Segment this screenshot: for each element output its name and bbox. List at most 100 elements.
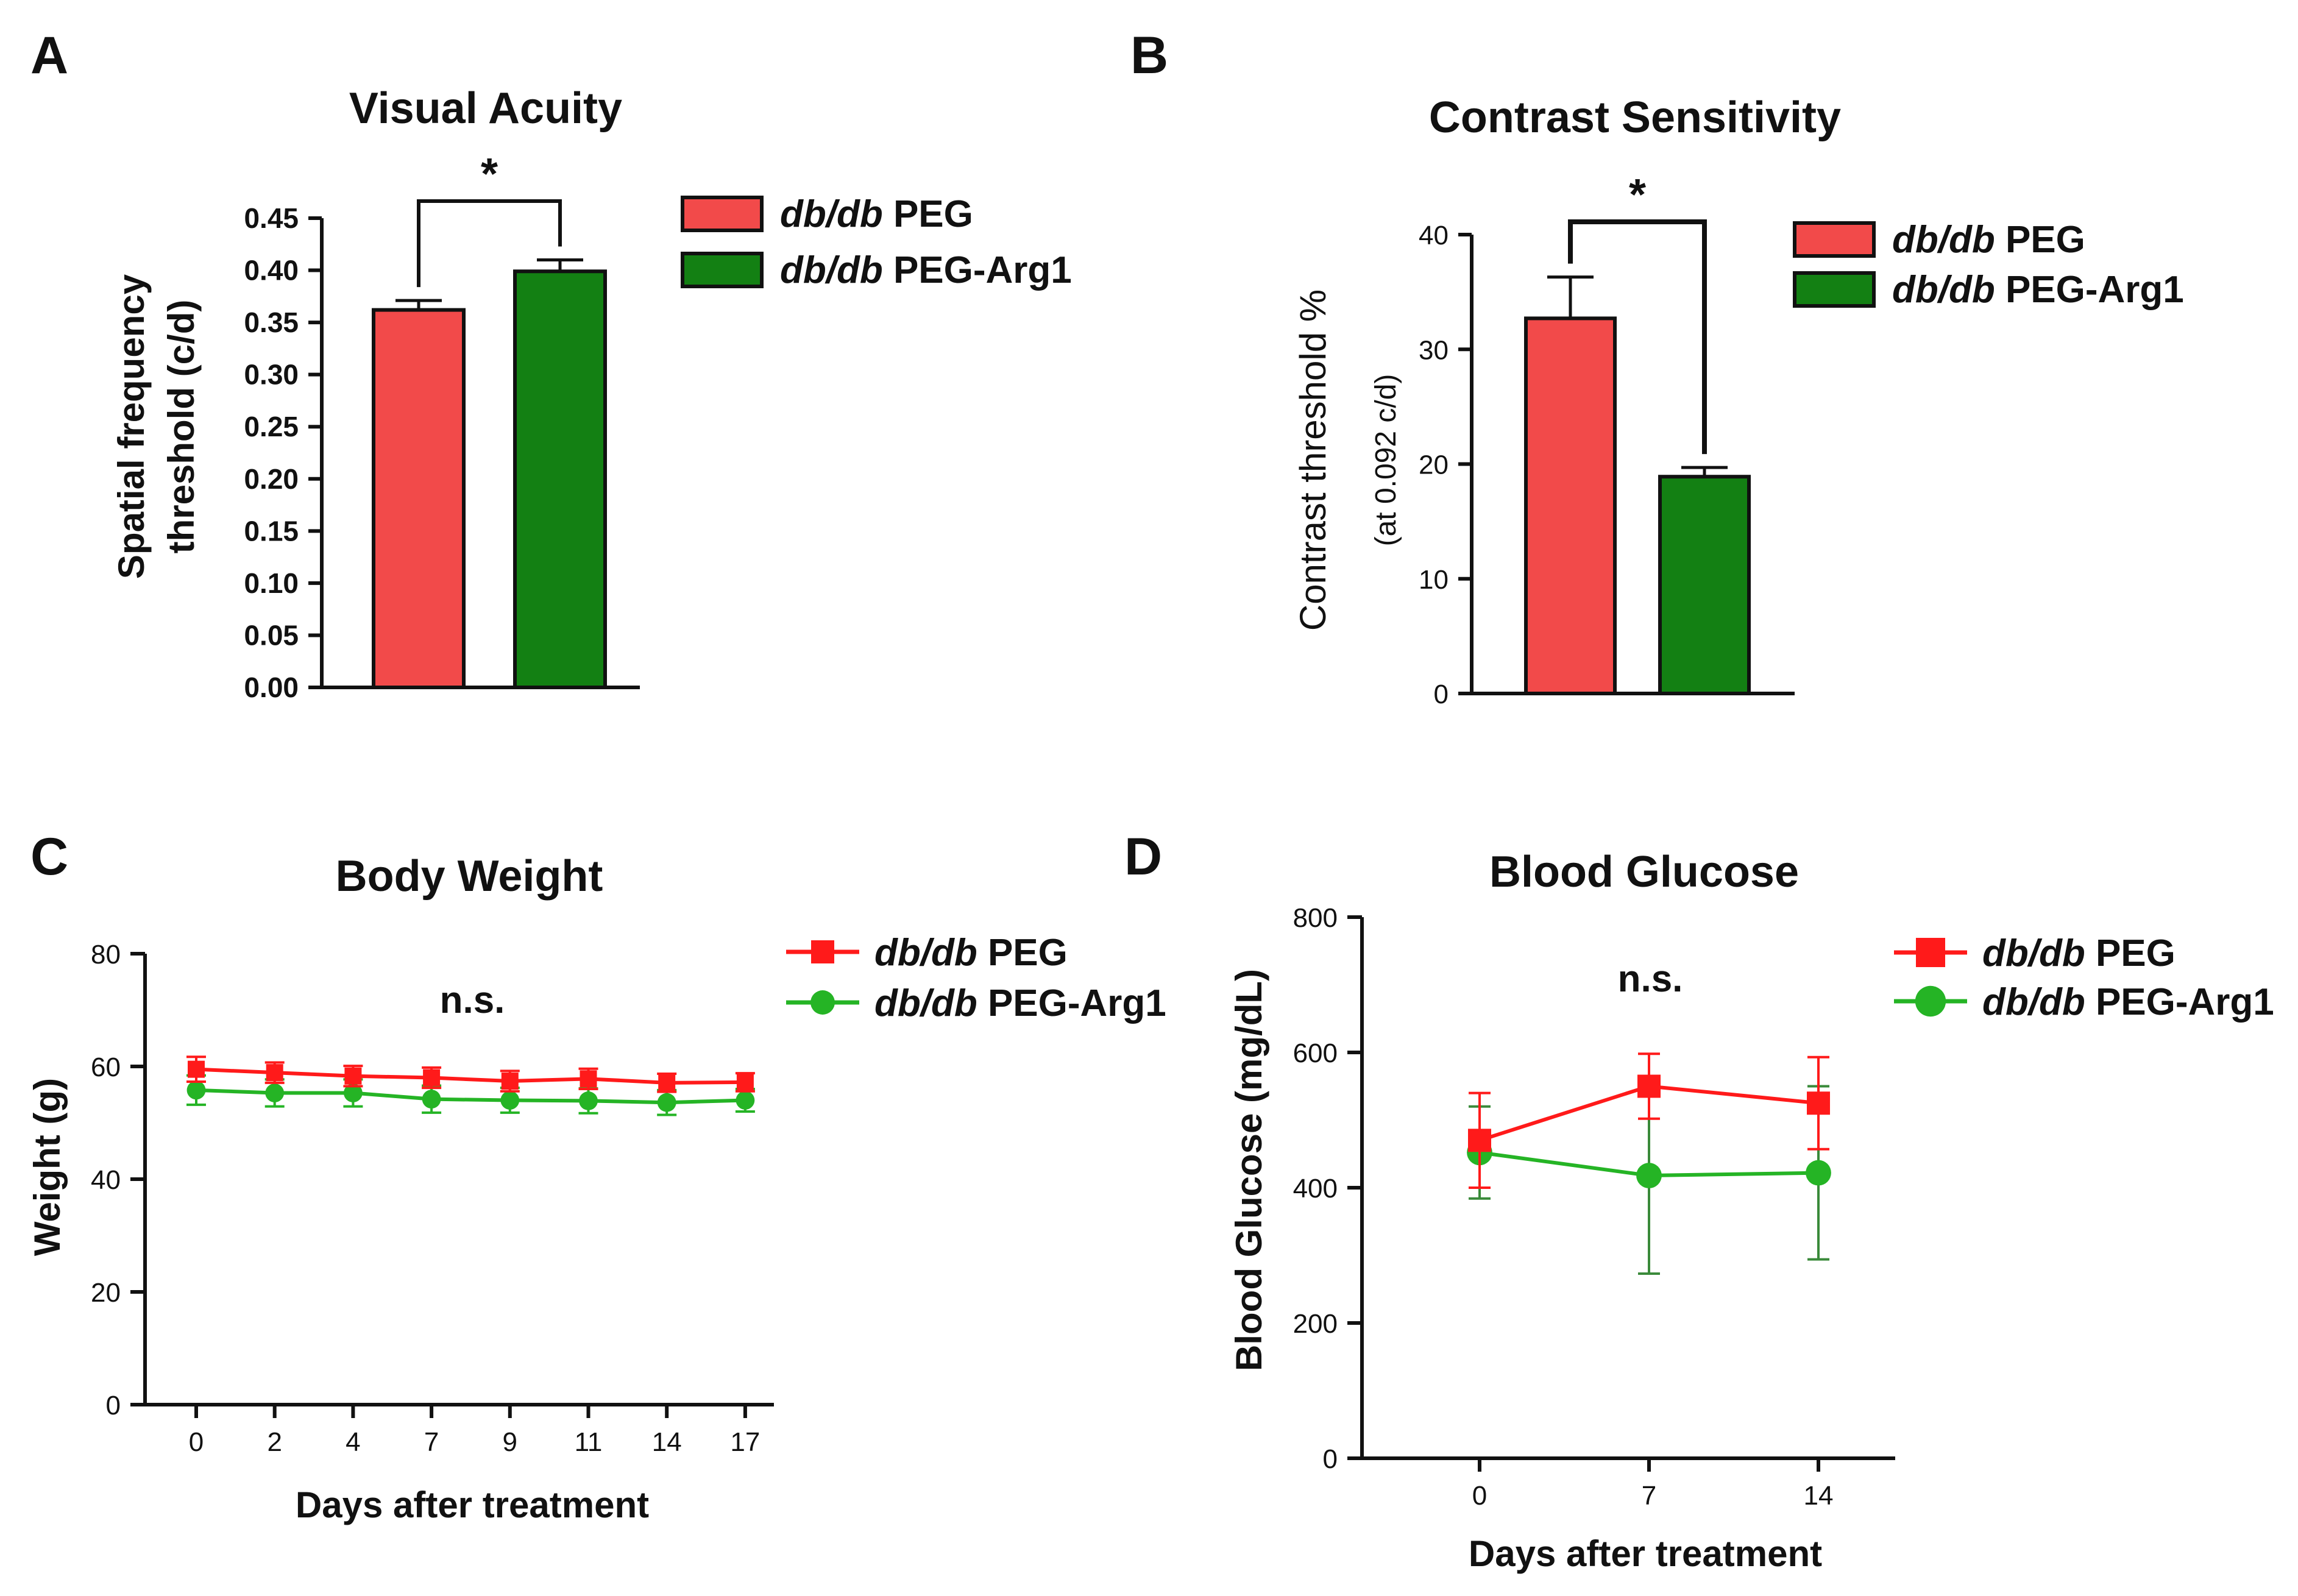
panel-b-y-tick-label: 40: [1419, 221, 1449, 250]
panel-d-legend-label: db/db PEG: [1982, 932, 2176, 974]
panel-d: D Blood Glucose Blood Glucose (mg/dL) Da…: [1124, 828, 2274, 1574]
panel-d-y-tick-label: 200: [1293, 1309, 1338, 1339]
panel-c-y-tick-label: 60: [91, 1052, 121, 1082]
panel-b-significance-bracket: [1568, 219, 1707, 455]
panel-d-xlabel: Days after treatment: [1469, 1533, 1822, 1574]
panel-a-y-tick-label: 0.45: [244, 202, 299, 234]
panel-a-y-tick-label: 0.40: [244, 255, 299, 286]
panel-a-ylabel-line2: threshold (c/d): [161, 300, 202, 554]
panel-a-y-tick-label: 0.35: [244, 307, 299, 338]
panel-c-x-tick-label: 4: [346, 1427, 360, 1457]
panel-b-y-tick-label: 10: [1419, 565, 1449, 595]
panel-d-x-tick-label: 14: [1804, 1481, 1834, 1511]
panel-c-legend-marker: [810, 990, 835, 1015]
panel-d-ylabel: Blood Glucose (mg/dL): [1229, 969, 1269, 1371]
panel-d-x-tick-label: 0: [1472, 1481, 1487, 1511]
panel-b-legend-swatch: [1793, 221, 1876, 258]
panel-d-legend-marker: [1915, 985, 1946, 1017]
panel-a-legend-swatch: [681, 196, 764, 232]
panel-d-point-peg-arg1: [1806, 1160, 1831, 1186]
panel-b-legend-label: db/db PEG: [1892, 219, 2085, 261]
panel-c-point-peg-arg1: [579, 1091, 598, 1110]
panel-d-title: Blood Glucose: [1489, 848, 1799, 896]
panel-c-point-peg-arg1: [500, 1091, 520, 1110]
panel-c-point-peg-arg1: [186, 1080, 206, 1100]
panel-a-y-tick-label: 0.30: [244, 359, 299, 391]
panel-c-title: Body Weight: [336, 852, 603, 901]
panel-c-x-tick-label: 2: [267, 1427, 282, 1457]
panel-a-significance-star: *: [481, 150, 498, 199]
panel-c-y-tick-label: 80: [91, 940, 121, 970]
panel-c-xlabel: Days after treatment: [296, 1484, 649, 1525]
panel-c-x-tick-label: 11: [575, 1427, 603, 1457]
panel-c-line-peg: [196, 1067, 745, 1085]
panel-b-ylabel-sub: (at 0.092 c/d): [1370, 374, 1402, 547]
panel-c: C Body Weight Weight (g) Days after trea…: [27, 828, 1166, 1525]
panel-c-line-peg-arg1: [196, 1088, 745, 1105]
panel-b-y-tick-label: 0: [1434, 679, 1449, 709]
panel-c-ylabel: Weight (g): [27, 1078, 68, 1256]
panel-a-title: Visual Acuity: [349, 84, 622, 133]
panel-d-y-tick-label: 0: [1323, 1444, 1338, 1474]
panel-a-bar-peg-arg1: [513, 269, 607, 689]
panel-c-x-tick-label: 14: [652, 1427, 682, 1457]
panel-c-point-peg: [658, 1074, 676, 1091]
panel-a-y-tick-label: 0.25: [244, 411, 299, 442]
panel-a-bar-peg: [372, 308, 466, 690]
panel-a: A Visual Acuity Spatial frequency thresh…: [30, 26, 1072, 703]
panel-a-significance-bracket: [417, 199, 562, 288]
panel-b-significance-star: *: [1629, 171, 1646, 219]
panel-c-point-peg: [423, 1069, 441, 1087]
panel-d-y-tick-label: 600: [1293, 1038, 1338, 1068]
panel-c-point-peg-arg1: [344, 1084, 363, 1102]
panel-a-y-tick-label: 0.10: [244, 567, 299, 599]
panel-d-point-peg: [1807, 1091, 1830, 1115]
panel-a-legend-swatch: [681, 252, 764, 288]
panel-a-legend-label: db/db PEG: [780, 193, 973, 235]
panel-b-legend-label: db/db PEG-Arg1: [1892, 269, 2184, 311]
panel-c-point-peg: [501, 1073, 519, 1090]
panel-c-point-peg: [736, 1073, 754, 1091]
panel-d-point-peg: [1637, 1074, 1661, 1098]
panel-a-y-tick-label: 0.05: [244, 619, 299, 651]
panel-b-ylabel: Contrast threshold %: [1293, 289, 1333, 631]
panel-c-point-peg: [580, 1070, 597, 1088]
panel-c-y-tick-label: 40: [91, 1165, 121, 1195]
panel-c-y-tick-label: 20: [91, 1278, 121, 1308]
panel-c-point-peg: [188, 1060, 205, 1078]
panel-d-x-tick-label: 7: [1642, 1481, 1656, 1511]
panel-d-ns-annotation: n.s.: [1618, 958, 1683, 1000]
panel-a-y-tick-label: 0.00: [244, 672, 299, 703]
panel-b-bar-peg: [1524, 316, 1617, 695]
panel-d-point-peg-arg1: [1636, 1163, 1662, 1188]
panel-b-y-tick-label: 30: [1419, 335, 1449, 365]
panel-a-ylabel-line1: Spatial frequency: [111, 274, 152, 579]
panel-c-x-tick-label: 9: [503, 1427, 517, 1457]
panel-b-legend-swatch: [1793, 271, 1876, 308]
panel-d-legend-label: db/db PEG-Arg1: [1982, 981, 2274, 1023]
panel-a-y-tick-label: 0.15: [244, 515, 299, 547]
panel-letter-d: D: [1124, 828, 1162, 886]
panel-c-point-peg-arg1: [657, 1093, 676, 1112]
panel-c-point-peg: [344, 1067, 362, 1085]
panel-c-point-peg-arg1: [265, 1084, 285, 1102]
panel-b: B Contrast Sensitivity Contrast threshol…: [1130, 26, 2184, 709]
panel-c-legend-label: db/db PEG-Arg1: [874, 982, 1166, 1024]
panel-letter-a: A: [30, 26, 68, 85]
panel-b-bar-peg-arg1: [1658, 475, 1751, 696]
panel-d-legend-marker: [1916, 938, 1945, 967]
panel-c-y-tick-label: 0: [106, 1391, 121, 1420]
panel-a-legend-label: db/db PEG-Arg1: [780, 249, 1072, 291]
panel-c-legend-label: db/db PEG: [874, 932, 1068, 974]
panel-b-y-tick-label: 20: [1419, 450, 1449, 480]
panel-letter-b: B: [1130, 26, 1168, 85]
panel-c-legend-marker: [811, 940, 834, 963]
panel-c-point-peg: [266, 1064, 283, 1082]
panel-a-y-tick-label: 0.20: [244, 463, 299, 495]
panel-c-x-tick-label: 0: [189, 1427, 204, 1457]
panel-b-title: Contrast Sensitivity: [1429, 93, 1841, 142]
panel-d-y-tick-label: 400: [1293, 1174, 1338, 1204]
panel-c-point-peg-arg1: [422, 1090, 441, 1109]
panel-c-point-peg-arg1: [736, 1091, 755, 1110]
